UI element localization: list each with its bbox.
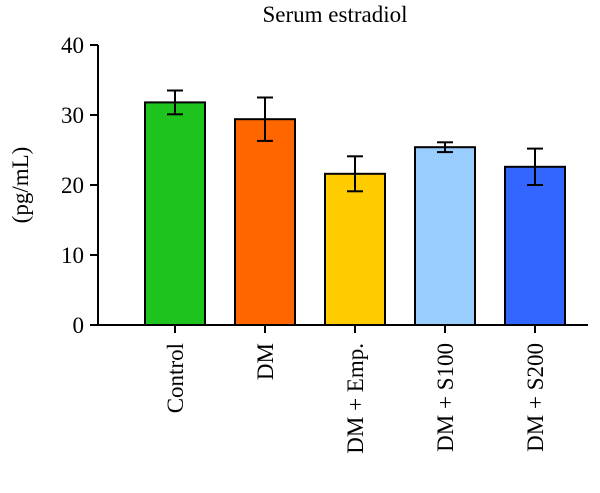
y-axis-label: (pg/mL) — [8, 147, 33, 224]
x-tick-label: DM + Emp. — [343, 343, 368, 454]
bar-dm — [234, 118, 296, 326]
chart-title: Serum estradiol — [263, 2, 408, 27]
bars — [144, 89, 566, 327]
y-tick-label: 10 — [61, 243, 84, 268]
y-tick-label: 30 — [61, 103, 84, 128]
x-tick-label: DM — [253, 343, 278, 380]
error-bar — [347, 155, 363, 193]
x-tick-label: DM + S100 — [433, 343, 458, 452]
error-bar — [257, 96, 273, 142]
bar-dm-emp — [324, 172, 386, 326]
y-tick-label: 40 — [61, 33, 84, 58]
error-bar — [527, 147, 543, 186]
x-tick-labels: Control DM DM + Emp. DM + S100 DM + S200 — [163, 343, 548, 454]
bar-control — [144, 101, 206, 327]
bar-dm-s200 — [504, 165, 566, 326]
error-bar — [167, 89, 183, 116]
y-tick-label: 20 — [61, 173, 84, 198]
error-bar — [437, 141, 453, 154]
x-tick-label: Control — [163, 343, 188, 413]
y-tick-label: 0 — [73, 313, 85, 338]
bar-dm-s100 — [414, 146, 476, 326]
x-tick-label: DM + S200 — [523, 343, 548, 452]
